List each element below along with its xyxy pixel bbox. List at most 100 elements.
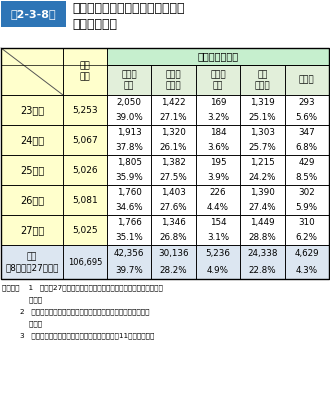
Text: 各年度の消防職員委員会審議件数
及び審議結果: 各年度の消防職員委員会審議件数 及び審議結果 bbox=[72, 2, 184, 32]
Text: 1,390: 1,390 bbox=[250, 188, 275, 197]
Bar bbox=[107, 245, 151, 279]
Bar bbox=[284, 215, 329, 245]
Text: 1,215: 1,215 bbox=[250, 158, 275, 167]
Text: 22.8%: 22.8% bbox=[248, 266, 276, 275]
Bar bbox=[63, 185, 107, 215]
Text: 4.9%: 4.9% bbox=[207, 266, 229, 275]
Bar bbox=[1, 1, 66, 27]
Bar bbox=[107, 185, 151, 215]
Text: 現行
どおり: 現行 どおり bbox=[254, 70, 270, 90]
Text: 27.4%: 27.4% bbox=[248, 203, 276, 212]
Bar bbox=[151, 95, 196, 125]
Text: 4,629: 4,629 bbox=[294, 249, 319, 258]
Bar bbox=[63, 95, 107, 125]
Bar bbox=[1, 245, 63, 279]
Text: 1,913: 1,913 bbox=[117, 128, 142, 137]
Bar bbox=[151, 125, 196, 155]
Text: 30,136: 30,136 bbox=[158, 249, 189, 258]
Text: 1,422: 1,422 bbox=[161, 98, 186, 107]
Text: 42,356: 42,356 bbox=[114, 249, 145, 258]
Text: 39.0%: 39.0% bbox=[115, 113, 143, 122]
Text: 25.7%: 25.7% bbox=[248, 143, 276, 152]
Text: 347: 347 bbox=[298, 128, 315, 137]
Bar bbox=[196, 125, 240, 155]
Bar bbox=[107, 65, 151, 95]
Bar bbox=[107, 155, 151, 185]
Text: 2   小数点第二位を四捨五入のため、合計等が一致しない場合が: 2 小数点第二位を四捨五入のため、合計等が一致しない場合が bbox=[2, 308, 149, 315]
Bar bbox=[196, 215, 240, 245]
Text: 第2-3-8表: 第2-3-8表 bbox=[11, 9, 56, 19]
Text: 5,253: 5,253 bbox=[72, 105, 98, 115]
Bar bbox=[1, 155, 63, 185]
Bar bbox=[63, 48, 107, 95]
Text: 226: 226 bbox=[210, 188, 226, 197]
Text: 諸課題
を検討: 諸課題 を検討 bbox=[166, 70, 182, 90]
Bar bbox=[284, 95, 329, 125]
Text: 154: 154 bbox=[210, 218, 226, 227]
Text: 28.8%: 28.8% bbox=[248, 233, 276, 242]
Bar bbox=[196, 245, 240, 279]
Text: 実施が
適当: 実施が 適当 bbox=[121, 70, 137, 90]
Text: 1,449: 1,449 bbox=[250, 218, 275, 227]
Text: 23年度: 23年度 bbox=[20, 105, 44, 115]
Bar bbox=[240, 185, 284, 215]
Text: 6.8%: 6.8% bbox=[296, 143, 318, 152]
Text: 5,236: 5,236 bbox=[206, 249, 230, 258]
Text: 106,695: 106,695 bbox=[68, 257, 102, 267]
Text: 3.2%: 3.2% bbox=[207, 113, 229, 122]
Bar bbox=[240, 65, 284, 95]
Text: 35.1%: 35.1% bbox=[115, 233, 143, 242]
Text: 審議
件数: 審議 件数 bbox=[80, 62, 90, 81]
Bar bbox=[196, 155, 240, 185]
Text: 195: 195 bbox=[210, 158, 226, 167]
Text: 24年度: 24年度 bbox=[20, 135, 44, 145]
Text: 1,760: 1,760 bbox=[117, 188, 142, 197]
Text: 1,319: 1,319 bbox=[250, 98, 275, 107]
Bar bbox=[151, 245, 196, 279]
Text: 審議結果の区分: 審議結果の区分 bbox=[197, 51, 239, 61]
Text: 169: 169 bbox=[210, 98, 226, 107]
Text: 5.9%: 5.9% bbox=[296, 203, 318, 212]
Bar bbox=[151, 65, 196, 95]
Bar bbox=[151, 215, 196, 245]
Text: 25.1%: 25.1% bbox=[248, 113, 276, 122]
Text: 1,382: 1,382 bbox=[161, 158, 186, 167]
Text: 5.6%: 5.6% bbox=[296, 113, 318, 122]
Bar bbox=[284, 125, 329, 155]
Text: 1,766: 1,766 bbox=[117, 218, 142, 227]
Text: 27.5%: 27.5% bbox=[160, 173, 187, 182]
Bar bbox=[63, 155, 107, 185]
Text: 2,050: 2,050 bbox=[117, 98, 142, 107]
Bar bbox=[240, 125, 284, 155]
Bar bbox=[1, 95, 63, 125]
Text: 26年度: 26年度 bbox=[20, 195, 44, 205]
Text: 1,303: 1,303 bbox=[250, 128, 275, 137]
Bar bbox=[240, 155, 284, 185]
Text: 34.6%: 34.6% bbox=[115, 203, 143, 212]
Bar bbox=[63, 215, 107, 245]
Text: 1,346: 1,346 bbox=[161, 218, 186, 227]
Text: 6.2%: 6.2% bbox=[296, 233, 318, 242]
Bar bbox=[151, 185, 196, 215]
Bar bbox=[107, 95, 151, 125]
Text: 293: 293 bbox=[299, 98, 315, 107]
Bar bbox=[284, 65, 329, 95]
Text: 1,320: 1,320 bbox=[161, 128, 186, 137]
Text: 5,025: 5,025 bbox=[72, 225, 98, 235]
Text: 26.1%: 26.1% bbox=[160, 143, 187, 152]
Bar bbox=[240, 245, 284, 279]
Bar bbox=[196, 95, 240, 125]
Text: 27年度: 27年度 bbox=[20, 225, 44, 235]
Text: 4.4%: 4.4% bbox=[207, 203, 229, 212]
Bar bbox=[107, 125, 151, 155]
Text: ある。: ある。 bbox=[2, 320, 42, 326]
Bar bbox=[240, 95, 284, 125]
Text: その他: その他 bbox=[299, 75, 315, 85]
Text: （備考）    1   「平成27年度における消防職員委員会の運営状況調査」によ: （備考） 1 「平成27年度における消防職員委員会の運営状況調査」によ bbox=[2, 284, 163, 291]
Text: 27.6%: 27.6% bbox=[160, 203, 187, 212]
Text: 1,403: 1,403 bbox=[161, 188, 186, 197]
Text: 3   審議結果のうち、「その他」については平成11年度から設定: 3 審議結果のうち、「その他」については平成11年度から設定 bbox=[2, 332, 154, 338]
Bar bbox=[196, 65, 240, 95]
Text: 3.9%: 3.9% bbox=[207, 173, 229, 182]
Bar bbox=[196, 185, 240, 215]
